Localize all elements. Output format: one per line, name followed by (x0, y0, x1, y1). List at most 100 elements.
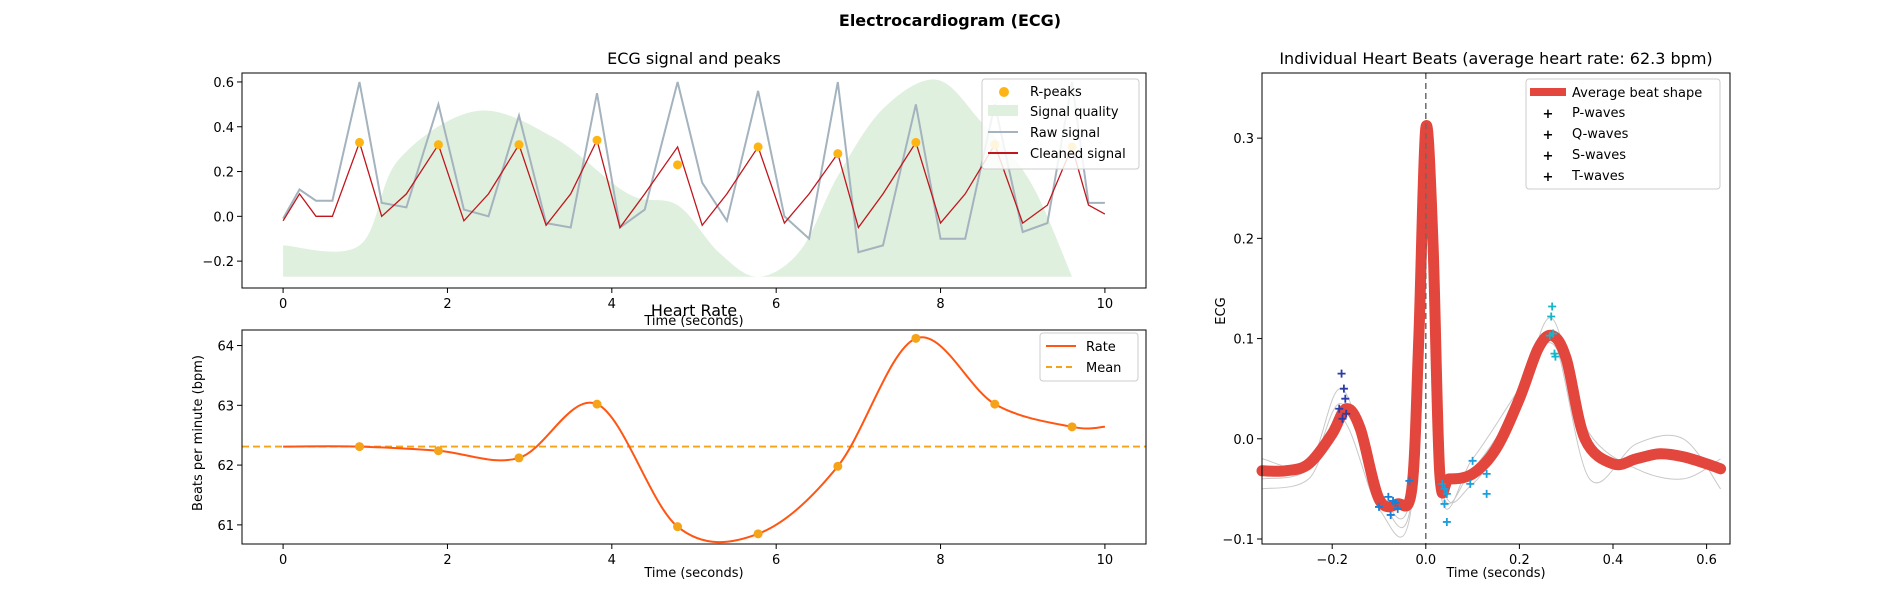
individual-beat-line (1261, 137, 1721, 528)
rate-point (673, 522, 683, 532)
t-wave-marker (1548, 302, 1557, 311)
s-wave-marker (1440, 484, 1449, 493)
t-wave-marker (1551, 352, 1560, 361)
heart-rate-xtick-label: 8 (936, 553, 944, 568)
legend-signal-quality-label: Signal quality (1030, 105, 1119, 120)
r-peak-point (514, 140, 524, 150)
heart-rate-frame (241, 329, 1147, 545)
ecg-signal-ytick-label: 0.0 (213, 210, 234, 225)
legend-s-waves-label: S-waves (1572, 148, 1626, 163)
heart-beats-ytick-label: 0.1 (1233, 333, 1254, 348)
ecg-signal-xlabel: Time (seconds) (643, 314, 743, 329)
heart-beats-frame (1261, 72, 1731, 545)
legend-r-peaks-marker (999, 87, 1009, 97)
heart-rate-ytick-label: 62 (217, 459, 234, 474)
t-wave-marker (1547, 312, 1556, 321)
ecg-signal-xtick-label: 0 (279, 297, 287, 312)
heart-rate-xlabel: Time (seconds) (643, 566, 743, 581)
ecg-signal-xtick-label: 4 (608, 297, 616, 312)
r-peak-point (592, 135, 602, 145)
signal-quality-area (283, 79, 1073, 277)
legend-s-waves-marker: + (1543, 149, 1554, 164)
p-wave-marker (1342, 409, 1351, 418)
ecg-signal-panel: ECG signal and peaks Time (seconds) 0 2 4 6… (202, 49, 1147, 329)
rate-point (1067, 422, 1077, 432)
heart-beats-ytick-label: 0.3 (1233, 132, 1254, 147)
ecg-signal-ytick-label: −0.2 (202, 255, 234, 270)
s-wave-marker (1466, 479, 1475, 488)
r-peak-point (433, 140, 443, 150)
s-wave-marker (1438, 479, 1447, 488)
legend-raw-signal-label: Raw signal (1030, 126, 1100, 141)
ecg-signal-ytick-label: 0.4 (213, 121, 234, 136)
q-wave-marker (1386, 510, 1395, 519)
heart-beats-legend: Average beat shape + P-waves + Q-waves +… (1525, 78, 1721, 190)
s-wave-marker (1482, 489, 1491, 498)
heart-rate-legend: Rate Mean (1039, 332, 1139, 382)
rate-point (990, 399, 1000, 409)
legend-p-waves-label: P-waves (1572, 106, 1626, 121)
heart-beats-panel: Individual Heart Beats (average heart ra… (1214, 49, 1731, 581)
rate-point (355, 442, 365, 452)
legend-q-waves-marker: + (1543, 128, 1554, 143)
heart-rate-ytick-label: 64 (217, 340, 234, 355)
q-wave-marker (1405, 476, 1414, 485)
q-wave-marker (1393, 504, 1402, 513)
figure-suptitle: Electrocardiogram (ECG) (839, 11, 1061, 30)
rate-point (592, 399, 602, 409)
legend-p-waves-marker: + (1543, 107, 1554, 122)
r-peak-point (355, 137, 365, 147)
heart-rate-xtick-label: 4 (608, 553, 616, 568)
ecg-signal-ytick-label: 0.6 (213, 76, 234, 91)
ecg-signal-xtick-label: 10 (1097, 297, 1114, 312)
heart-rate-panel: Heart Rate Time (seconds) Beats per minu… (191, 301, 1147, 581)
heart-beats-xtick-label: 0.0 (1415, 553, 1436, 568)
s-wave-marker (1440, 499, 1449, 508)
heart-rate-xtick-label: 2 (443, 553, 451, 568)
p-wave-marker (1339, 384, 1348, 393)
t-wave-marker (1545, 331, 1554, 340)
r-peak-point (673, 160, 683, 170)
ecg-signal-legend-box (981, 78, 1140, 170)
rate-point (911, 333, 921, 343)
ecg-signal-ytick-label: 0.2 (213, 166, 234, 181)
r-peak-point (753, 142, 763, 152)
legend-rate-label: Rate (1086, 340, 1116, 355)
heart-beats-xtick-label: 0.6 (1696, 553, 1717, 568)
q-wave-marker (1391, 498, 1400, 507)
ecg-signal-xtick-label: 2 (443, 297, 451, 312)
heart-rate-ytick-label: 61 (217, 519, 234, 534)
q-wave-marker (1384, 492, 1393, 501)
legend-mean-label: Mean (1086, 361, 1121, 376)
rate-point (433, 446, 443, 456)
heart-beats-ylabel: ECG (1214, 297, 1229, 324)
heart-rate-ytick-label: 63 (217, 399, 234, 414)
heart-beats-ytick-label: 0.0 (1233, 433, 1254, 448)
ecg-signal-xtick-label: 6 (772, 297, 780, 312)
ecg-signal-xtick-label: 8 (936, 297, 944, 312)
legend-signal-quality-swatch (988, 105, 1018, 116)
legend-r-peaks-label: R-peaks (1030, 85, 1082, 100)
heart-rate-xtick-label: 0 (279, 553, 287, 568)
legend-t-waves-marker: + (1543, 170, 1554, 185)
ecg-signal-plot-area: 0 2 4 6 8 10 −0.2 0.0 0.2 0.4 0.6 (202, 72, 1147, 312)
heart-beats-xtick-label: −0.2 (1316, 553, 1348, 568)
p-wave-marker (1335, 404, 1344, 413)
r-peak-point (833, 149, 843, 159)
rate-point (753, 529, 763, 539)
heart-beats-ytick-label: 0.2 (1233, 232, 1254, 247)
heart-beats-plot-area: −0.2 0.0 0.2 0.4 0.6 −0.1 0.0 0.1 0.2 0.3 (1222, 72, 1731, 568)
heart-rate-plot-area: 0 2 4 6 8 10 61 62 63 64 (217, 329, 1147, 568)
legend-q-waves-label: Q-waves (1572, 127, 1629, 142)
s-wave-marker (1442, 517, 1451, 526)
s-wave-marker (1482, 469, 1491, 478)
legend-average-beat-label: Average beat shape (1572, 86, 1702, 101)
rate-point (514, 453, 524, 463)
rate-line (283, 336, 1105, 544)
ecg-signal-title: ECG signal and peaks (607, 49, 781, 68)
cleaned-signal-line (282, 138, 1106, 229)
heart-rate-ylabel: Beats per minute (bpm) (191, 355, 206, 511)
heart-beats-xtick-label: 0.4 (1603, 553, 1624, 568)
s-wave-marker (1442, 489, 1451, 498)
heart-beats-xlabel: Time (seconds) (1445, 566, 1545, 581)
